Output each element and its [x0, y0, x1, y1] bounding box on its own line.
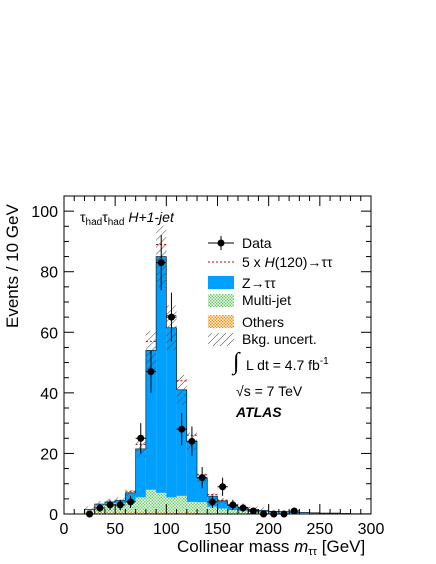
x-tick-label: 250	[306, 521, 333, 538]
data-point	[106, 501, 114, 509]
y-tick-label: 100	[31, 204, 58, 221]
multijet-bar	[217, 508, 228, 514]
data-point	[249, 507, 257, 515]
energy-label: √s = 7 TeV	[236, 383, 303, 399]
x-tick-label: 0	[60, 521, 69, 538]
multijet-bar	[135, 497, 146, 513]
multijet-bar	[299, 513, 310, 514]
others-bar	[197, 512, 208, 514]
legend: Data 5 x H(120)→ττ Z→ττ Multi-jet Others…	[208, 235, 333, 347]
data-point	[96, 504, 104, 512]
legend-item-uncertainty: Bkg. uncert.	[208, 331, 317, 347]
data-point	[147, 368, 155, 376]
svg-text:∫: ∫	[231, 349, 241, 376]
uncertainty-bin	[145, 330, 157, 371]
data-point	[167, 313, 175, 321]
legend-label-signal: 5 x H(120)→ττ	[242, 254, 333, 270]
multijet-bar	[145, 489, 157, 513]
ztautau-bar	[135, 448, 146, 498]
multijet-bar	[156, 492, 167, 513]
y-tick-label: 80	[40, 265, 58, 282]
ztautau-bar	[299, 512, 310, 514]
data-point	[229, 501, 237, 509]
uncertainty-bin	[258, 507, 269, 514]
x-tick-label: 100	[153, 521, 180, 538]
data-point	[137, 434, 145, 442]
data-point	[188, 437, 196, 445]
others-bar	[104, 512, 116, 514]
ztautau-bar	[156, 256, 167, 493]
others-bar	[145, 512, 157, 514]
others-bar	[94, 512, 105, 514]
ztautau-bar	[309, 512, 320, 514]
legend-label-multijet: Multi-jet	[242, 292, 291, 308]
others-bar	[207, 512, 218, 514]
uncertainty-bin	[84, 506, 95, 513]
legend-item-ztautau: Z→ττ	[208, 275, 276, 291]
x-tick-label: 50	[106, 521, 124, 538]
data-point	[127, 498, 135, 506]
legend-label-ztautau: Z→ττ	[242, 275, 276, 291]
data-point	[219, 483, 227, 491]
y-tick-label: 40	[40, 386, 58, 403]
data-point	[290, 507, 298, 515]
channel-label: τhadτhad H+1-jet	[80, 209, 175, 228]
svg-text:√s = 7 TeV: √s = 7 TeV	[236, 383, 303, 399]
multijet-bar	[207, 506, 218, 513]
data-point	[198, 474, 206, 482]
multijet-bar	[176, 495, 187, 513]
legend-item-data: Data	[208, 235, 272, 251]
legend-item-signal: 5 x H(120)→ττ	[208, 254, 333, 270]
y-tick-label: 60	[40, 325, 58, 342]
legend-item-others: Others	[208, 314, 284, 330]
legend-label-uncertainty: Bkg. uncert.	[242, 331, 317, 347]
data-point	[239, 504, 247, 512]
legend-item-multijet: Multi-jet	[208, 292, 291, 308]
others-bar	[115, 512, 126, 514]
multijet-bar	[166, 497, 177, 513]
data-point	[157, 259, 165, 267]
data-point	[116, 501, 124, 509]
legend-label-data: Data	[242, 235, 272, 251]
multijet-bar	[227, 510, 238, 514]
y-axis-title: Events / 10 GeV	[3, 204, 22, 328]
multijet-bar	[186, 501, 198, 513]
x-axis-title: Collinear mass mττ [GeV]	[177, 537, 365, 558]
others-bar	[125, 512, 136, 514]
ztautau-bar	[166, 327, 177, 498]
uncertainty-bin	[125, 489, 136, 496]
others-bar	[135, 512, 146, 514]
x-tick-label: 200	[255, 521, 282, 538]
axes: 0 50 100 150 200 250 300 0 20 40 60 80 100	[31, 195, 385, 538]
x-tick-label: 150	[204, 521, 231, 538]
ztautau-bar	[186, 441, 198, 502]
svg-text:L dt = 4.7 fb-1: L dt = 4.7 fb-1	[246, 356, 329, 373]
y-tick-label: 20	[40, 446, 58, 463]
x-tick-label: 300	[358, 521, 385, 538]
ztautau-bar	[217, 500, 228, 509]
uncertainty-bin	[176, 374, 187, 405]
others-bar	[156, 512, 167, 514]
multijet-bar	[197, 502, 208, 513]
luminosity-label: ∫ L dt = 4.7 fb-1	[231, 349, 329, 376]
data-point	[208, 498, 216, 506]
others-bar	[186, 512, 198, 514]
others-bar	[176, 512, 187, 514]
uncertainty-bin	[217, 497, 228, 505]
ztautau-bar	[145, 350, 157, 490]
plot-frame	[63, 195, 372, 515]
others-bar	[166, 512, 177, 514]
ztautau-bar	[197, 477, 208, 503]
data-point	[178, 425, 186, 433]
legend-label-others: Others	[242, 314, 284, 330]
atlas-label: ATLAS	[235, 404, 282, 420]
y-tick-label: 0	[49, 507, 58, 524]
